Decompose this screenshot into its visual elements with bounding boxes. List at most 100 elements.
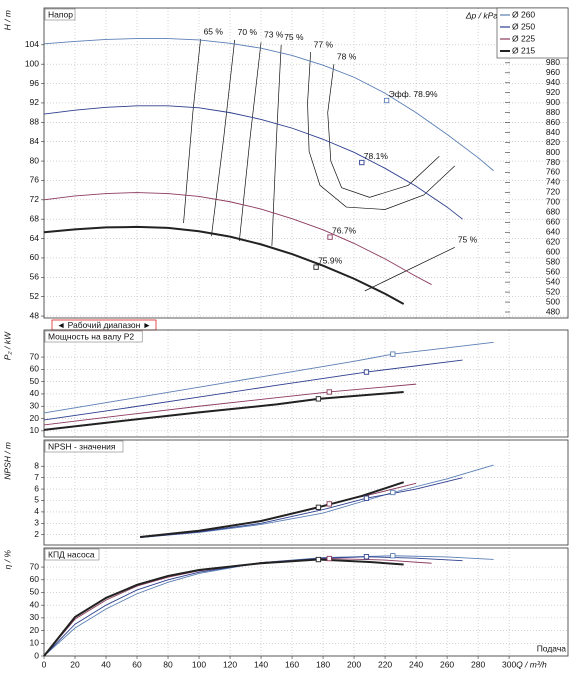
duty-point — [326, 501, 332, 507]
y-tick-label: 7 — [34, 472, 39, 482]
duty-point — [326, 555, 332, 562]
y2-tick-label: 740 — [546, 177, 560, 187]
y-tick-label: 3 — [34, 518, 39, 528]
y-tick-label: 60 — [30, 364, 40, 374]
y-tick-label: 92 — [30, 97, 40, 107]
curve — [43, 390, 404, 431]
legend-label: Ø 215 — [512, 45, 535, 55]
curve — [140, 464, 494, 539]
y-axis-label: η / % — [2, 550, 12, 570]
curve — [43, 556, 463, 657]
y-tick-label: 100 — [25, 58, 39, 68]
y2-tick-label: 580 — [546, 256, 560, 266]
y-tick-label: 70 — [30, 561, 40, 571]
y2-tick-label: 800 — [546, 147, 560, 157]
x-tick-label: 100 — [192, 659, 206, 669]
y2-tick-label: 820 — [546, 137, 560, 147]
duty-point — [390, 553, 396, 559]
duty-point — [363, 369, 370, 375]
iso-efficiency-line — [238, 42, 262, 242]
y2-tick-label: 840 — [546, 127, 560, 137]
duty-point — [383, 97, 390, 104]
y-tick-label: 10 — [30, 425, 40, 435]
duty-point — [326, 389, 332, 395]
iso-efficiency-line — [211, 39, 236, 237]
y-tick-label: 60 — [30, 252, 40, 262]
duty-point-label: 78.1% — [364, 151, 389, 161]
y2-tick-label: 480 — [546, 306, 560, 316]
curve — [43, 558, 404, 657]
x-tick-label: 260 — [440, 659, 454, 669]
legend: Ø 260 Ø 250 Ø 225 Ø 215 — [496, 7, 569, 59]
y2-tick-label: 900 — [546, 97, 560, 107]
y2-tick-label: 500 — [546, 296, 560, 306]
y-tick-label: 76 — [30, 175, 40, 185]
curve — [43, 341, 494, 414]
legend-label: Ø 250 — [512, 21, 535, 31]
curve — [43, 555, 494, 657]
y-tick-label: 104 — [25, 39, 39, 49]
legend-box — [496, 7, 569, 59]
y2-tick-label: 600 — [546, 246, 560, 256]
panel-title-box — [44, 548, 100, 561]
panel-title-box — [44, 8, 76, 21]
y2-tick-label: 880 — [546, 107, 560, 117]
y-tick-label: 50 — [30, 587, 40, 597]
y-tick-label: 70 — [30, 351, 40, 361]
panel-frame — [43, 7, 569, 319]
duty-point — [390, 489, 396, 496]
y-tick-label: 30 — [30, 401, 40, 411]
x-tick-label: 140 — [254, 659, 268, 669]
y-tick-label: 30 — [30, 612, 40, 622]
panel-title: Мощность на валу P2 — [48, 331, 134, 341]
x-tick-label: 240 — [409, 659, 423, 669]
panel-title: КПД насоса — [48, 549, 95, 559]
y2-tick-label: 560 — [546, 266, 560, 276]
panel-title: Напор — [48, 9, 73, 19]
y2-tick-label: 980 — [546, 57, 560, 67]
y-tick-label: 20 — [30, 413, 40, 423]
y-axis-label: P₂ / kW — [2, 331, 12, 360]
y-tick-label: 40 — [30, 388, 40, 398]
y-tick-label: 4 — [34, 506, 39, 516]
curve — [43, 558, 432, 657]
y-tick-label: 8 — [34, 461, 39, 471]
y2-tick-label: 540 — [546, 276, 560, 286]
iso-efficiency-label: 75 % — [284, 32, 304, 42]
y-tick-label: 56 — [30, 272, 40, 282]
iso-efficiency-label: 65 % — [204, 26, 224, 36]
duty-point-label: 75.9% — [318, 255, 343, 265]
y-tick-label: 40 — [30, 599, 40, 609]
y-tick-label: 72 — [30, 194, 40, 204]
y-tick-label: 80 — [30, 155, 40, 165]
panel-title: NPSH - значения — [48, 441, 116, 451]
iso-efficiency-line — [327, 64, 440, 198]
x-tick-label: 160 — [285, 659, 299, 669]
y-tick-label: 0 — [34, 650, 39, 660]
y-tick-label: 60 — [30, 574, 40, 584]
y-tick-label: 48 — [30, 310, 40, 320]
iso-efficiency-label: 78 % — [337, 51, 357, 61]
legend-label: Ø 225 — [512, 33, 535, 43]
duty-point — [390, 351, 396, 357]
y-tick-label: 10 — [30, 638, 40, 648]
y-tick-label: 50 — [30, 376, 40, 386]
y2-tick-label: 700 — [546, 197, 560, 207]
y2-axis-label: Δp / kPa — [465, 10, 498, 20]
duty-point-label: 76.7% — [332, 225, 357, 235]
curve — [140, 477, 463, 539]
duty-point — [315, 504, 322, 510]
x-tick-label: 300 — [502, 659, 516, 669]
x-tick-label: 200 — [347, 659, 361, 669]
duty-point — [313, 264, 319, 270]
curve — [43, 225, 405, 305]
panel-title-box — [44, 440, 124, 453]
y-tick-label: 2 — [34, 529, 39, 539]
x-axis-label-2: Подача — [537, 643, 567, 653]
y2-tick-label: 640 — [546, 227, 560, 237]
y2-tick-label: 660 — [546, 217, 560, 227]
x-tick-label: 120 — [223, 659, 237, 669]
y-axis-label: NPSH / m — [2, 442, 12, 480]
x-tick-label: 280 — [471, 659, 485, 669]
